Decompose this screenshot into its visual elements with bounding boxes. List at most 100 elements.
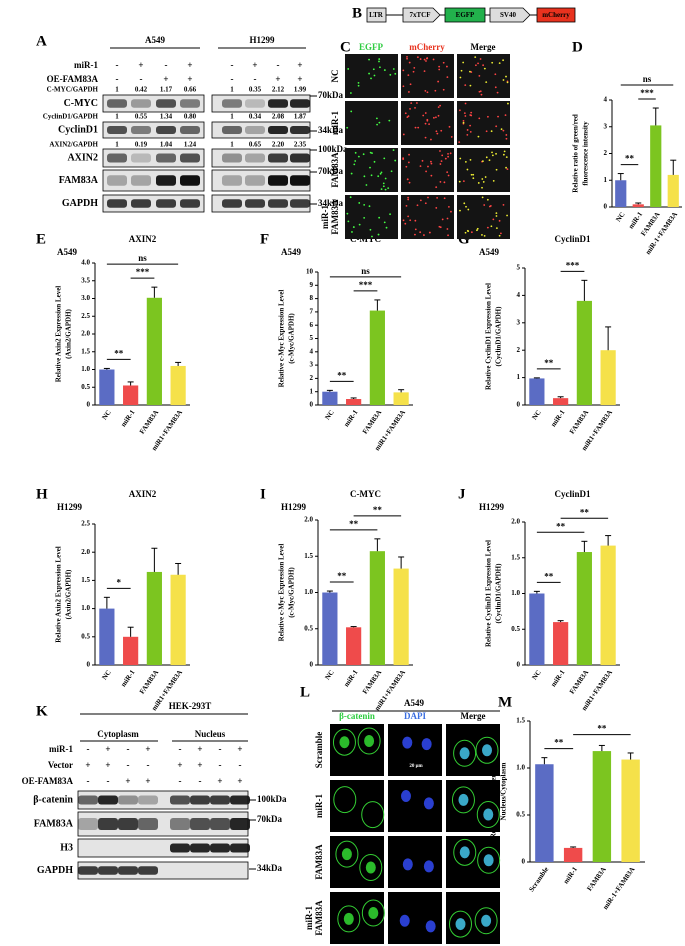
cell-dot xyxy=(491,61,494,64)
cell-dot xyxy=(419,165,422,168)
cell-dot xyxy=(384,177,387,180)
y-axis-label: Relative CyclinD1 Expression Level xyxy=(485,283,493,390)
cell-dot xyxy=(419,58,422,60)
cell-dot xyxy=(412,70,415,73)
x-tick-label: NC xyxy=(323,408,335,421)
sign: - xyxy=(116,60,119,70)
cell-dot xyxy=(472,173,475,176)
blot-band xyxy=(118,795,138,805)
row-label: Scramble xyxy=(314,732,324,769)
cell-dot xyxy=(507,102,509,105)
column-header: Merge xyxy=(471,42,496,52)
sign: + xyxy=(252,60,257,70)
cell-dot xyxy=(491,154,494,157)
bar xyxy=(146,297,162,405)
cell-dot xyxy=(410,102,413,105)
y-tick-label: 3.0 xyxy=(81,294,90,302)
nucleus xyxy=(425,920,436,933)
cell-dot xyxy=(358,223,361,226)
cell-outline xyxy=(453,838,477,866)
y-tick-label: 2.0 xyxy=(304,516,313,524)
cell-dot xyxy=(408,61,411,64)
blot-band xyxy=(78,818,98,830)
blot-band xyxy=(268,99,288,108)
blot-band xyxy=(131,126,151,134)
y-tick-label: 9 xyxy=(310,281,314,289)
sign: - xyxy=(165,60,168,70)
quant-value: 0.80 xyxy=(184,113,197,121)
bar xyxy=(99,608,115,665)
cell-dot xyxy=(466,133,469,136)
nucleus xyxy=(399,914,410,927)
blot-band xyxy=(190,843,210,853)
significance-label: ** xyxy=(597,724,607,734)
y-tick-label: 1.5 xyxy=(516,717,525,725)
cell-dot xyxy=(467,230,470,233)
cell-dot xyxy=(478,75,481,77)
cell-dot xyxy=(447,234,449,237)
cell-dot xyxy=(407,91,410,93)
blot-band xyxy=(156,153,176,163)
cell-dot xyxy=(407,161,410,164)
cell-outline xyxy=(361,899,385,927)
significance-label: *** xyxy=(566,260,580,270)
panel-letter: F xyxy=(260,231,269,247)
blot-band xyxy=(180,153,200,163)
y-tick-label: 2.5 xyxy=(81,520,90,528)
y-tick-label: 2.0 xyxy=(81,330,90,338)
cell-dot xyxy=(369,151,372,154)
cell-dot xyxy=(437,106,440,109)
nucleus xyxy=(421,738,432,751)
cell-dot xyxy=(368,205,371,208)
cell-dot xyxy=(499,232,502,235)
chart-subtitle: A549 xyxy=(479,247,499,257)
cell-dot xyxy=(434,89,437,92)
cell-dot xyxy=(495,152,497,155)
micrograph xyxy=(345,101,398,145)
cell-dot xyxy=(485,81,488,83)
blot-band xyxy=(156,199,176,208)
cell-dot xyxy=(498,234,501,237)
cell-dot xyxy=(439,180,442,183)
y-axis-label: (CyclinD1/GAPDH) xyxy=(495,306,503,367)
y-tick-label: 4 xyxy=(310,347,314,355)
bar xyxy=(576,552,592,665)
y-tick-label: 0 xyxy=(517,401,521,409)
cell-dot xyxy=(479,58,482,60)
y-tick-label: 3 xyxy=(310,361,314,369)
cell-dot xyxy=(464,160,467,163)
quant-value: 2.08 xyxy=(272,113,285,121)
y-axis-label: Relative Axin2 Expression Level xyxy=(55,546,63,643)
sign: + xyxy=(138,60,143,70)
y-tick-label: 1.0 xyxy=(81,365,90,373)
cell-dot xyxy=(425,170,427,173)
y-tick-label: 0 xyxy=(87,401,91,409)
sign: + xyxy=(275,74,280,84)
blot-band xyxy=(290,199,310,208)
cell-dot xyxy=(424,112,427,114)
y-tick-label: 0.5 xyxy=(304,624,313,632)
x-tick-label: FAM83A xyxy=(586,865,608,892)
x-tick-label: NC xyxy=(530,668,542,681)
sign: + xyxy=(197,760,202,770)
y-axis-label: Relative c-Myc Expression Level xyxy=(278,544,286,642)
x-tick-label: miR-1 xyxy=(342,668,360,688)
x-tick-label: FAM83A xyxy=(361,668,383,695)
cell-dot xyxy=(424,122,427,125)
cell-dot xyxy=(435,116,437,119)
cell-dot xyxy=(378,216,381,219)
cell-dot xyxy=(414,219,417,222)
cell-dot xyxy=(478,117,481,120)
quant-value: 1.34 xyxy=(160,113,173,121)
cell-dot xyxy=(450,136,453,138)
cell-dot xyxy=(470,173,473,176)
sign: + xyxy=(297,74,302,84)
micrograph xyxy=(388,836,442,888)
size-marker: 70kDa xyxy=(257,814,283,824)
cell-dot xyxy=(409,107,411,110)
cell-dot xyxy=(447,205,450,208)
cell-dot xyxy=(495,212,498,215)
cell-dot xyxy=(446,65,448,68)
bar xyxy=(535,764,554,862)
cell-dot xyxy=(474,56,477,59)
